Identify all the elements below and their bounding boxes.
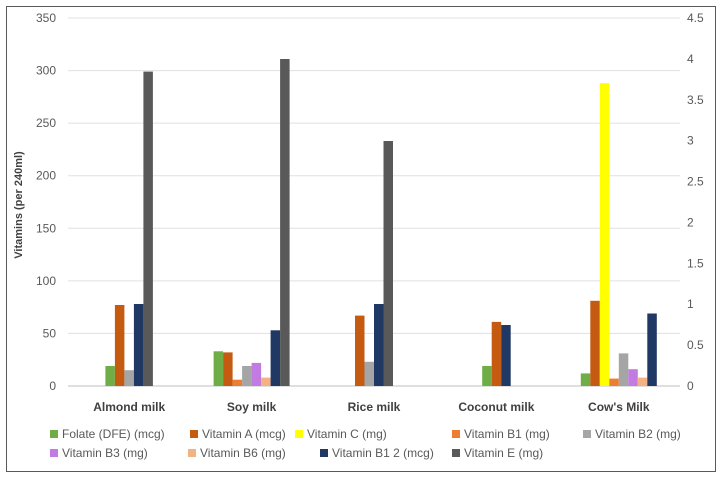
bar — [355, 315, 365, 386]
y2-tick-label: 0.5 — [687, 338, 704, 352]
legend-label: Vitamin B1 (mg) — [464, 427, 550, 441]
y-tick-label: 250 — [36, 116, 56, 130]
x-category-label: Cow's Milk — [588, 400, 650, 414]
legend-label: Vitamin B1 2 (mcg) — [332, 446, 434, 460]
bar — [580, 373, 591, 386]
y-tick-label: 0 — [49, 379, 56, 393]
gridlines — [68, 17, 680, 387]
y2-tick-label: 1 — [687, 297, 694, 311]
bar — [364, 361, 374, 386]
bar — [261, 377, 271, 386]
legend-swatch — [452, 430, 460, 438]
x-axis-categories: Almond milk Soy milk Rice milk Coconut milk… — [93, 400, 650, 414]
y2-tick-label: 1.5 — [687, 256, 704, 270]
x-category-label: Coconut milk — [458, 400, 534, 414]
bar — [374, 304, 384, 386]
legend-label: Folate (DFE) (mcg) — [62, 427, 165, 441]
x-category-label: Soy milk — [227, 400, 277, 414]
y-tick-label: 50 — [43, 326, 57, 340]
x-category-label: Almond milk — [93, 400, 165, 414]
bar — [251, 362, 262, 386]
legend-swatch — [452, 449, 460, 457]
bar — [124, 370, 134, 386]
legend-label: Vitamin B2 (mg) — [595, 427, 681, 441]
y2-tick-label: 4 — [687, 52, 694, 66]
y2-tick-label: 2 — [687, 215, 694, 229]
y-tick-label: 150 — [36, 221, 56, 235]
legend-swatch — [190, 430, 198, 438]
bar — [105, 366, 115, 386]
legend: Folate (DFE) (mcg) Vitamin A (mcg) Vitamin… — [50, 427, 681, 460]
bar — [232, 379, 243, 386]
bar — [270, 330, 281, 386]
y-axis-right: 0 0.5 1 1.5 2 2.5 3 3.5 4 4.5 — [687, 11, 704, 393]
y2-tick-label: 0 — [687, 379, 694, 393]
legend-swatch — [583, 430, 591, 438]
bar — [590, 300, 600, 386]
bar — [383, 141, 393, 386]
bar — [647, 313, 657, 386]
y-tick-label: 100 — [36, 274, 56, 288]
legend-label: Vitamin A (mcg) — [202, 427, 286, 441]
bar — [491, 321, 502, 386]
y-tick-label: 300 — [36, 64, 56, 78]
y-tick-label: 350 — [36, 11, 56, 25]
bar — [599, 83, 610, 386]
y-axis-left: 0 50 100 150 200 250 300 350 — [36, 11, 56, 393]
y2-tick-label: 3 — [687, 134, 694, 148]
legend-swatch — [50, 449, 58, 457]
chart-frame — [6, 6, 716, 472]
legend-swatch — [295, 430, 303, 438]
legend-swatch — [50, 430, 58, 438]
bars — [105, 59, 657, 386]
bar — [280, 59, 290, 386]
legend-swatch — [188, 449, 196, 457]
bar — [133, 304, 144, 386]
bar — [223, 352, 233, 386]
bar — [213, 351, 224, 386]
y-tick-label: 200 — [36, 169, 56, 183]
y2-tick-label: 3.5 — [687, 93, 704, 107]
legend-label: Vitamin E (mg) — [464, 446, 543, 460]
bar — [482, 366, 492, 386]
legend-label: Vitamin C (mg) — [307, 427, 387, 441]
bar — [501, 325, 511, 386]
bar — [242, 366, 252, 386]
bar — [618, 353, 629, 386]
legend-label: Vitamin B3 (mg) — [62, 446, 148, 460]
bar — [609, 378, 619, 386]
bar — [114, 305, 125, 386]
bar — [637, 377, 648, 386]
legend-label: Vitamin B6 (mg) — [200, 446, 286, 460]
x-category-label: Rice milk — [348, 400, 401, 414]
bar — [143, 71, 153, 386]
legend-swatch — [320, 449, 328, 457]
y2-tick-label: 2.5 — [687, 175, 704, 189]
y2-tick-label: 4.5 — [687, 11, 704, 25]
bar — [628, 369, 638, 386]
y-axis-label: Vitamins (per 240ml) — [13, 151, 25, 259]
